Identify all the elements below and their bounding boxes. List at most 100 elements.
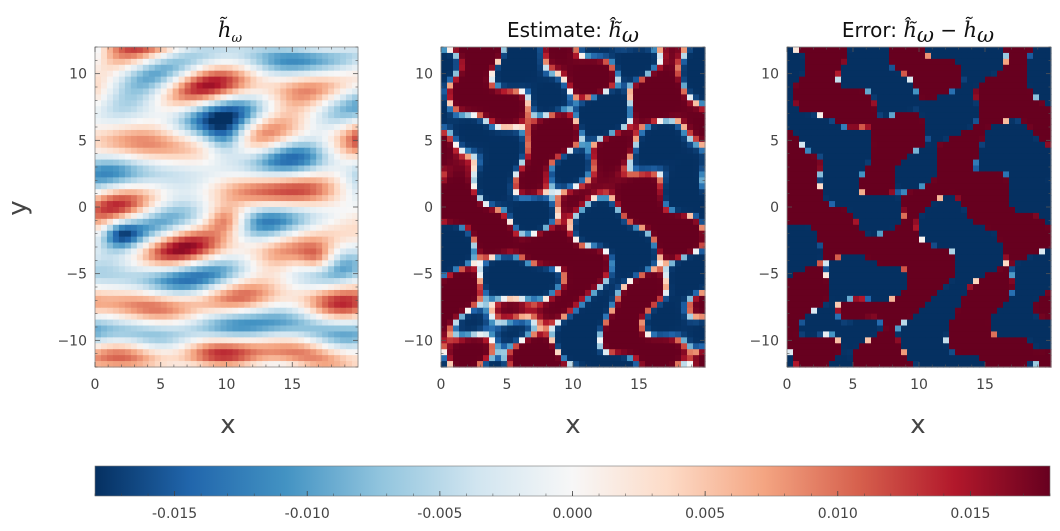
heatmap-cell xyxy=(639,301,646,309)
heatmap-cell xyxy=(292,260,299,267)
heatmap-cell xyxy=(322,331,329,338)
heatmap-cell xyxy=(579,284,586,291)
heatmap-cell xyxy=(525,331,532,338)
heatmap-cell xyxy=(184,52,192,60)
heatmap-cell xyxy=(609,82,616,90)
heatmap-cell xyxy=(130,272,138,279)
heatmap-cell xyxy=(543,159,550,167)
heatmap-cell xyxy=(250,284,257,291)
heatmap-cell xyxy=(591,284,598,291)
heatmap-cell xyxy=(603,94,610,101)
heatmap-cell xyxy=(573,153,580,161)
heatmap-cell xyxy=(286,124,293,131)
heatmap-cell xyxy=(615,212,622,220)
heatmap-cell xyxy=(250,177,257,184)
heatmap-cell xyxy=(310,307,317,315)
heatmap-cell xyxy=(118,313,126,321)
heatmap-cell xyxy=(447,284,454,291)
heatmap-cell xyxy=(232,361,240,368)
heatmap-cell xyxy=(603,70,610,78)
panel-2-title-prefix: Estimate: xyxy=(507,18,608,42)
heatmap-cell xyxy=(681,266,688,273)
heatmap-cell xyxy=(310,58,317,66)
heatmap-cell xyxy=(160,201,168,208)
heatmap-cell xyxy=(471,165,478,173)
heatmap-cell xyxy=(513,189,520,196)
heatmap-cell xyxy=(657,319,664,327)
heatmap-cell xyxy=(106,189,114,196)
heatmap-cell xyxy=(513,207,520,214)
heatmap-cell xyxy=(525,159,532,167)
heatmap-cell xyxy=(561,94,568,101)
heatmap-cell xyxy=(573,266,580,273)
heatmap-cell xyxy=(585,129,592,137)
heatmap-cell xyxy=(214,331,222,338)
heatmap-cell xyxy=(573,70,580,78)
heatmap-cell xyxy=(190,254,198,261)
heatmap-cell xyxy=(663,135,670,143)
heatmap-cell xyxy=(537,147,544,155)
heatmap-cell xyxy=(633,129,640,137)
heatmap-cell xyxy=(489,129,496,137)
heatmap-cell xyxy=(675,195,682,202)
heatmap-cell xyxy=(292,230,299,238)
heatmap-cell xyxy=(465,325,472,333)
heatmap-cell xyxy=(95,343,102,350)
heatmap-cell xyxy=(501,301,508,309)
heatmap-cell xyxy=(453,129,460,137)
heatmap-cell xyxy=(597,355,604,362)
heatmap-cell xyxy=(627,266,634,273)
heatmap-cell xyxy=(292,325,299,333)
heatmap-cell xyxy=(352,100,359,107)
heatmap-cell xyxy=(148,295,156,303)
heatmap-cell xyxy=(597,135,604,143)
heatmap-cell xyxy=(453,64,460,72)
heatmap-cell xyxy=(615,189,622,196)
heatmap-cell xyxy=(226,331,234,338)
heatmap-cell xyxy=(609,266,616,273)
heatmap-cell xyxy=(651,266,658,273)
heatmap-cell xyxy=(615,313,622,321)
heatmap-cell xyxy=(567,349,574,356)
heatmap-cell xyxy=(280,189,287,196)
heatmap-cell xyxy=(465,284,472,291)
heatmap-cell xyxy=(184,343,192,350)
heatmap-cell xyxy=(675,355,682,362)
heatmap-cell xyxy=(621,52,628,60)
heatmap-cell xyxy=(699,100,706,107)
heatmap-cell xyxy=(681,47,688,54)
heatmap-cell xyxy=(681,236,688,244)
heatmap-cell xyxy=(621,82,628,90)
heatmap-cell xyxy=(495,207,502,214)
heatmap-cell xyxy=(615,289,622,297)
heatmap-cell xyxy=(675,284,682,291)
heatmap-cell xyxy=(681,343,688,350)
heatmap-cell xyxy=(142,325,150,333)
heatmap-cell xyxy=(334,218,341,226)
heatmap-cell xyxy=(675,112,682,119)
heatmap-cell xyxy=(322,118,329,125)
heatmap-cell xyxy=(268,230,275,238)
heatmap-cell xyxy=(597,76,604,84)
heatmap-cell xyxy=(340,272,347,279)
heatmap-cell xyxy=(627,165,634,173)
heatmap-cell xyxy=(675,82,682,90)
heatmap-cell xyxy=(471,284,478,291)
heatmap-cell xyxy=(286,212,293,220)
heatmap-cell xyxy=(136,195,144,202)
heatmap-cell xyxy=(453,118,460,125)
heatmap-cell xyxy=(585,165,592,173)
heatmap-cell xyxy=(525,183,532,190)
heatmap-cell xyxy=(184,159,192,167)
heatmap-cell xyxy=(250,242,257,250)
heatmap-cell xyxy=(645,177,652,184)
heatmap-cell xyxy=(124,147,132,155)
heatmap-cell xyxy=(340,52,347,60)
heatmap-cell xyxy=(459,58,466,66)
heatmap-cell xyxy=(609,301,616,309)
heatmap-cell xyxy=(447,218,454,226)
heatmap-cell xyxy=(112,124,120,131)
heatmap-cell xyxy=(220,70,228,78)
heatmap-cell xyxy=(549,248,556,256)
heatmap-cell xyxy=(202,224,210,232)
